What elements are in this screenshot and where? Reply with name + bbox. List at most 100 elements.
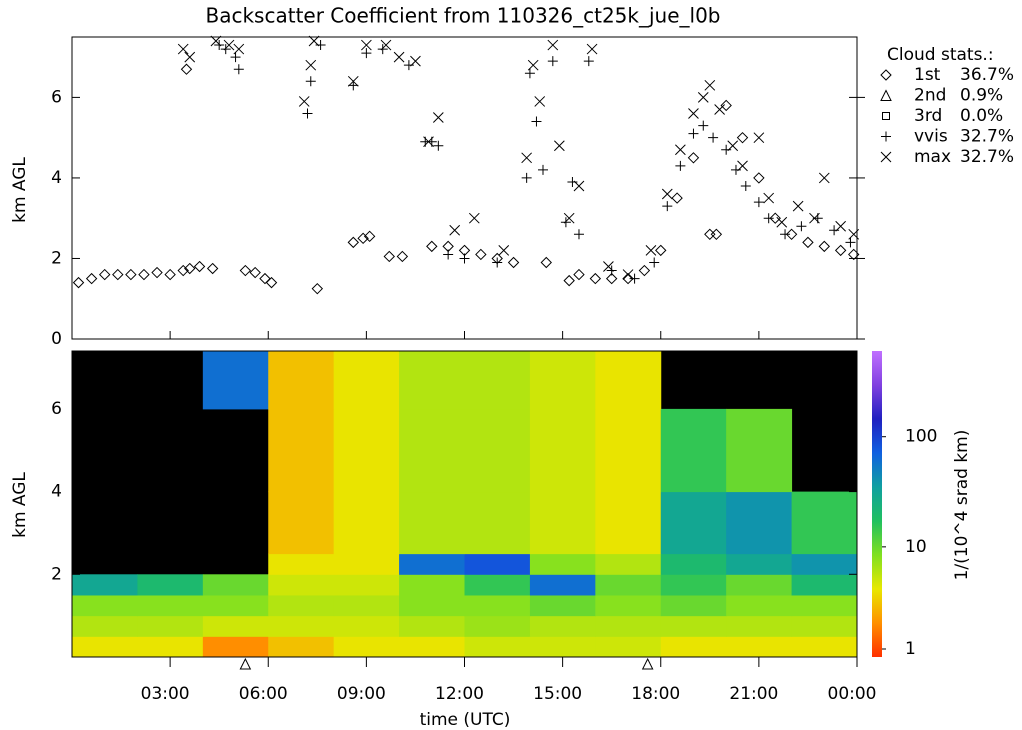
- legend-label: 3rd: [914, 106, 942, 126]
- data-point: [214, 40, 225, 51]
- legend-value: 0.0%: [960, 106, 1003, 126]
- y-tick-label: 6: [51, 399, 62, 419]
- data-point: [753, 132, 765, 144]
- data-point: [753, 197, 764, 208]
- data-point: [206, 262, 219, 275]
- legend-marker: [880, 89, 892, 101]
- y-axis-label: km AGL: [10, 472, 30, 538]
- heatmap-cell: [529, 408, 596, 493]
- heatmap-cell: [399, 408, 465, 493]
- data-point: [586, 43, 598, 55]
- data-point: [730, 164, 741, 175]
- data-point: [829, 225, 840, 236]
- heatmap-cell: [72, 594, 138, 617]
- y-tick-label: 2: [51, 564, 62, 584]
- data-point: [776, 216, 788, 228]
- colorbar-tick-label: 100: [905, 427, 937, 447]
- data-point: [547, 56, 558, 67]
- data-point: [603, 261, 614, 272]
- heatmap-cell: [137, 615, 204, 637]
- colorbar-label: 1/(10^4 srad km): [952, 430, 972, 581]
- plot-frame: [71, 350, 858, 658]
- data-point: [796, 221, 807, 232]
- data-point: [305, 76, 316, 87]
- heatmap-cell: [791, 594, 858, 617]
- y-tick-label: 4: [51, 168, 62, 188]
- data-point: [583, 56, 594, 67]
- data-point: [492, 257, 503, 268]
- x-tick-label: 12:00: [435, 684, 484, 704]
- data-point: [396, 250, 409, 263]
- heatmap-cell: [202, 615, 269, 637]
- y-tick-label: 6: [51, 87, 62, 107]
- heatmap-cell: [268, 574, 335, 596]
- heatmap-cell: [726, 594, 793, 617]
- data-point: [809, 212, 820, 224]
- data-point: [125, 268, 137, 281]
- data-point: [655, 244, 667, 257]
- heatmap-cell: [726, 615, 793, 637]
- heatmap-cell: [529, 594, 596, 617]
- data-point: [645, 245, 657, 256]
- heatmap-cell: [726, 574, 793, 596]
- colorbar-tick-label: 1: [905, 639, 916, 659]
- data-point: [357, 232, 369, 245]
- data-point: [573, 229, 584, 240]
- heatmap-cell: [529, 553, 596, 575]
- data-point: [540, 256, 552, 269]
- data-point: [347, 75, 359, 87]
- data-point: [737, 160, 748, 172]
- heatmap-cell: [726, 408, 793, 493]
- data-point: [845, 237, 856, 248]
- heatmap-cell: [399, 351, 465, 410]
- heatmap-cell: [529, 351, 596, 410]
- heatmap-cell: [529, 636, 596, 658]
- data-point: [138, 268, 150, 281]
- data-point: [112, 268, 124, 281]
- y-tick-label: 4: [51, 482, 62, 502]
- data-point: [443, 249, 454, 260]
- heatmap-cell: [660, 408, 727, 493]
- data-point: [554, 140, 565, 152]
- heatmap-cell: [268, 351, 335, 410]
- data-point: [622, 272, 634, 285]
- data-point: [220, 44, 231, 55]
- data-point: [573, 268, 585, 281]
- heatmap-cell: [464, 594, 531, 617]
- heatmap-cell: [399, 491, 465, 555]
- data-point: [308, 35, 320, 47]
- heatmap-cell: [72, 574, 138, 596]
- data-point: [210, 35, 222, 47]
- heatmap-cell: [660, 574, 727, 596]
- colorbar-tick-label: 10: [905, 537, 927, 557]
- heatmap-cell: [333, 615, 400, 637]
- data-point: [423, 136, 434, 148]
- data-point: [727, 140, 739, 152]
- data-point: [704, 79, 716, 91]
- heatmap-cell: [399, 594, 465, 617]
- data-point: [433, 140, 444, 151]
- legend-title: Cloud stats.:: [887, 45, 994, 65]
- data-point: [573, 180, 585, 192]
- data-point: [638, 264, 651, 277]
- data-point: [180, 63, 193, 75]
- data-point: [521, 172, 532, 183]
- data-point: [298, 96, 310, 107]
- data-point: [363, 230, 376, 243]
- data-point: [177, 43, 189, 55]
- data-point: [361, 39, 372, 51]
- data-point: [449, 224, 461, 236]
- chart-title: Backscatter Coefficient from 110326_ct25…: [206, 4, 721, 28]
- x-tick-label: 03:00: [141, 684, 190, 704]
- heatmap-cell: [464, 636, 531, 658]
- event-marker: [239, 657, 252, 670]
- data-point: [721, 144, 732, 155]
- heatmap-cell: [791, 615, 858, 637]
- data-point: [72, 276, 85, 289]
- data-point: [184, 262, 196, 275]
- data-point: [498, 245, 510, 256]
- data-point: [708, 132, 719, 143]
- data-point: [704, 228, 716, 241]
